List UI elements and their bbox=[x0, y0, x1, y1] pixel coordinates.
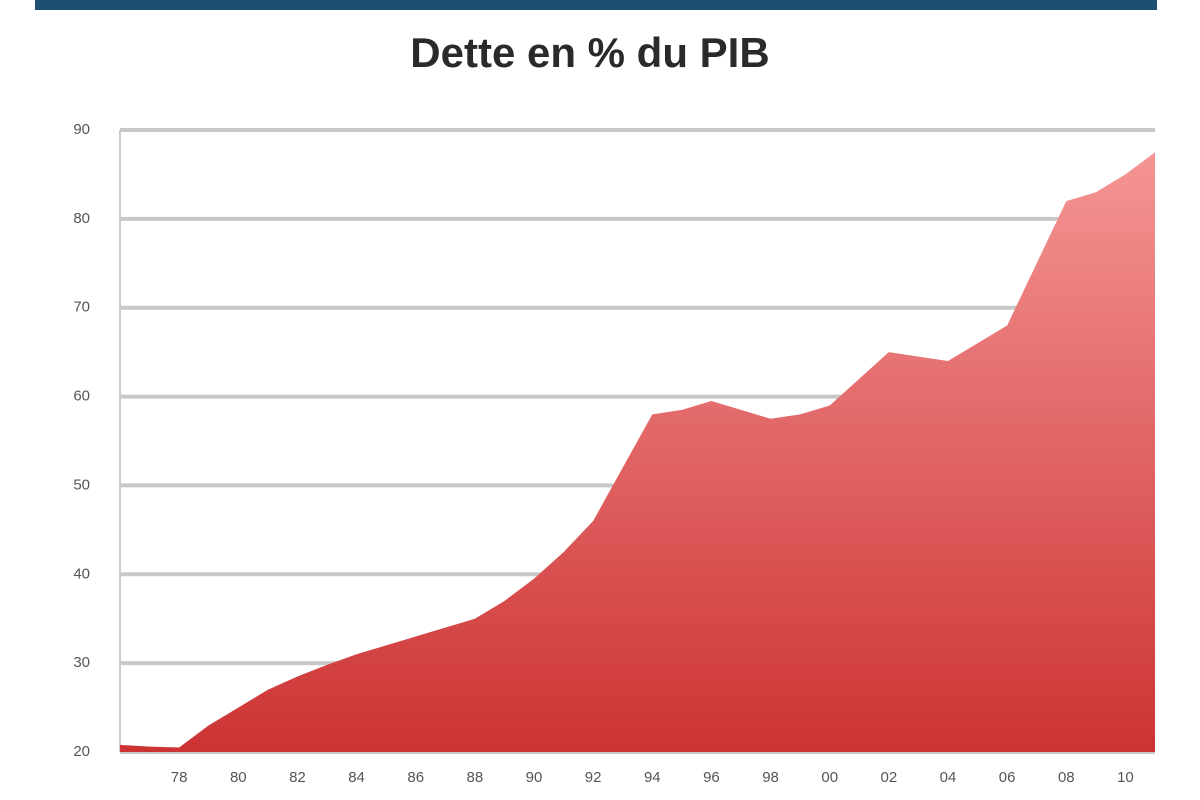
y-tick-label: 70 bbox=[73, 299, 90, 316]
x-tick-label: 88 bbox=[467, 769, 484, 786]
x-tick-label: 02 bbox=[881, 769, 898, 786]
y-tick-label: 20 bbox=[73, 743, 90, 760]
header-band bbox=[35, 0, 1157, 10]
y-tick-label: 40 bbox=[73, 565, 90, 582]
x-tick-label: 94 bbox=[644, 769, 661, 786]
x-tick-label: 00 bbox=[821, 769, 838, 786]
x-tick-label: 80 bbox=[230, 769, 247, 786]
y-tick-label: 80 bbox=[73, 210, 90, 227]
x-tick-label: 08 bbox=[1058, 769, 1075, 786]
y-tick-label: 90 bbox=[73, 121, 90, 138]
y-tick-label: 60 bbox=[73, 388, 90, 405]
x-tick-label: 86 bbox=[407, 769, 424, 786]
y-tick-label: 30 bbox=[73, 654, 90, 671]
x-tick-label: 98 bbox=[762, 769, 779, 786]
area bbox=[120, 152, 1155, 752]
x-tick-label: 84 bbox=[348, 769, 365, 786]
y-tick-label: 50 bbox=[73, 476, 90, 493]
x-tick-label: 04 bbox=[940, 769, 957, 786]
x-tick-label: 10 bbox=[1117, 769, 1134, 786]
x-tick-label: 82 bbox=[289, 769, 306, 786]
chart-title: Dette en % du PIB bbox=[410, 29, 769, 76]
x-tick-label: 92 bbox=[585, 769, 602, 786]
x-tick-label: 78 bbox=[171, 769, 188, 786]
x-tick-label: 06 bbox=[999, 769, 1016, 786]
x-tick-label: 96 bbox=[703, 769, 720, 786]
x-tick-label: 90 bbox=[526, 769, 543, 786]
